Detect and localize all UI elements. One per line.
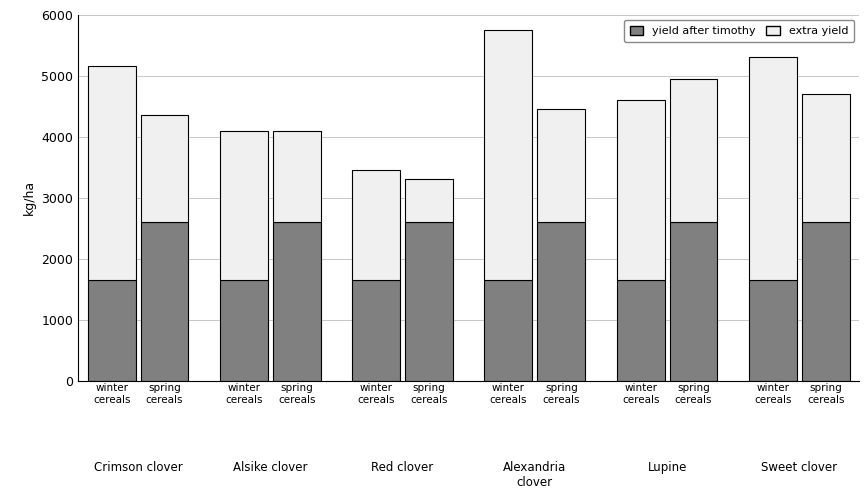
Bar: [537, 222, 585, 381]
Bar: [484, 280, 532, 381]
Bar: [669, 79, 718, 222]
Bar: [749, 58, 797, 280]
Text: Red clover: Red clover: [372, 461, 434, 474]
Text: Lupine: Lupine: [648, 461, 687, 474]
Legend: yield after timothy, extra yield: yield after timothy, extra yield: [624, 20, 854, 42]
Bar: [749, 280, 797, 381]
Bar: [220, 130, 268, 280]
Bar: [484, 30, 532, 280]
Bar: [141, 115, 188, 222]
Bar: [802, 222, 850, 381]
Bar: [220, 280, 268, 381]
Bar: [352, 280, 400, 381]
Text: Alexandria
clover: Alexandria clover: [503, 461, 567, 488]
Bar: [669, 222, 718, 381]
Bar: [617, 100, 665, 280]
Bar: [617, 280, 665, 381]
Text: Crimson clover: Crimson clover: [94, 461, 182, 474]
Bar: [537, 109, 585, 222]
Bar: [88, 280, 135, 381]
Bar: [352, 170, 400, 280]
Y-axis label: kg/ha: kg/ha: [23, 180, 36, 215]
Text: Alsike clover: Alsike clover: [233, 461, 307, 474]
Bar: [405, 180, 453, 222]
Bar: [141, 222, 188, 381]
Bar: [88, 66, 135, 280]
Bar: [273, 222, 320, 381]
Bar: [405, 222, 453, 381]
Text: Sweet clover: Sweet clover: [761, 461, 838, 474]
Bar: [273, 130, 320, 222]
Bar: [802, 94, 850, 222]
